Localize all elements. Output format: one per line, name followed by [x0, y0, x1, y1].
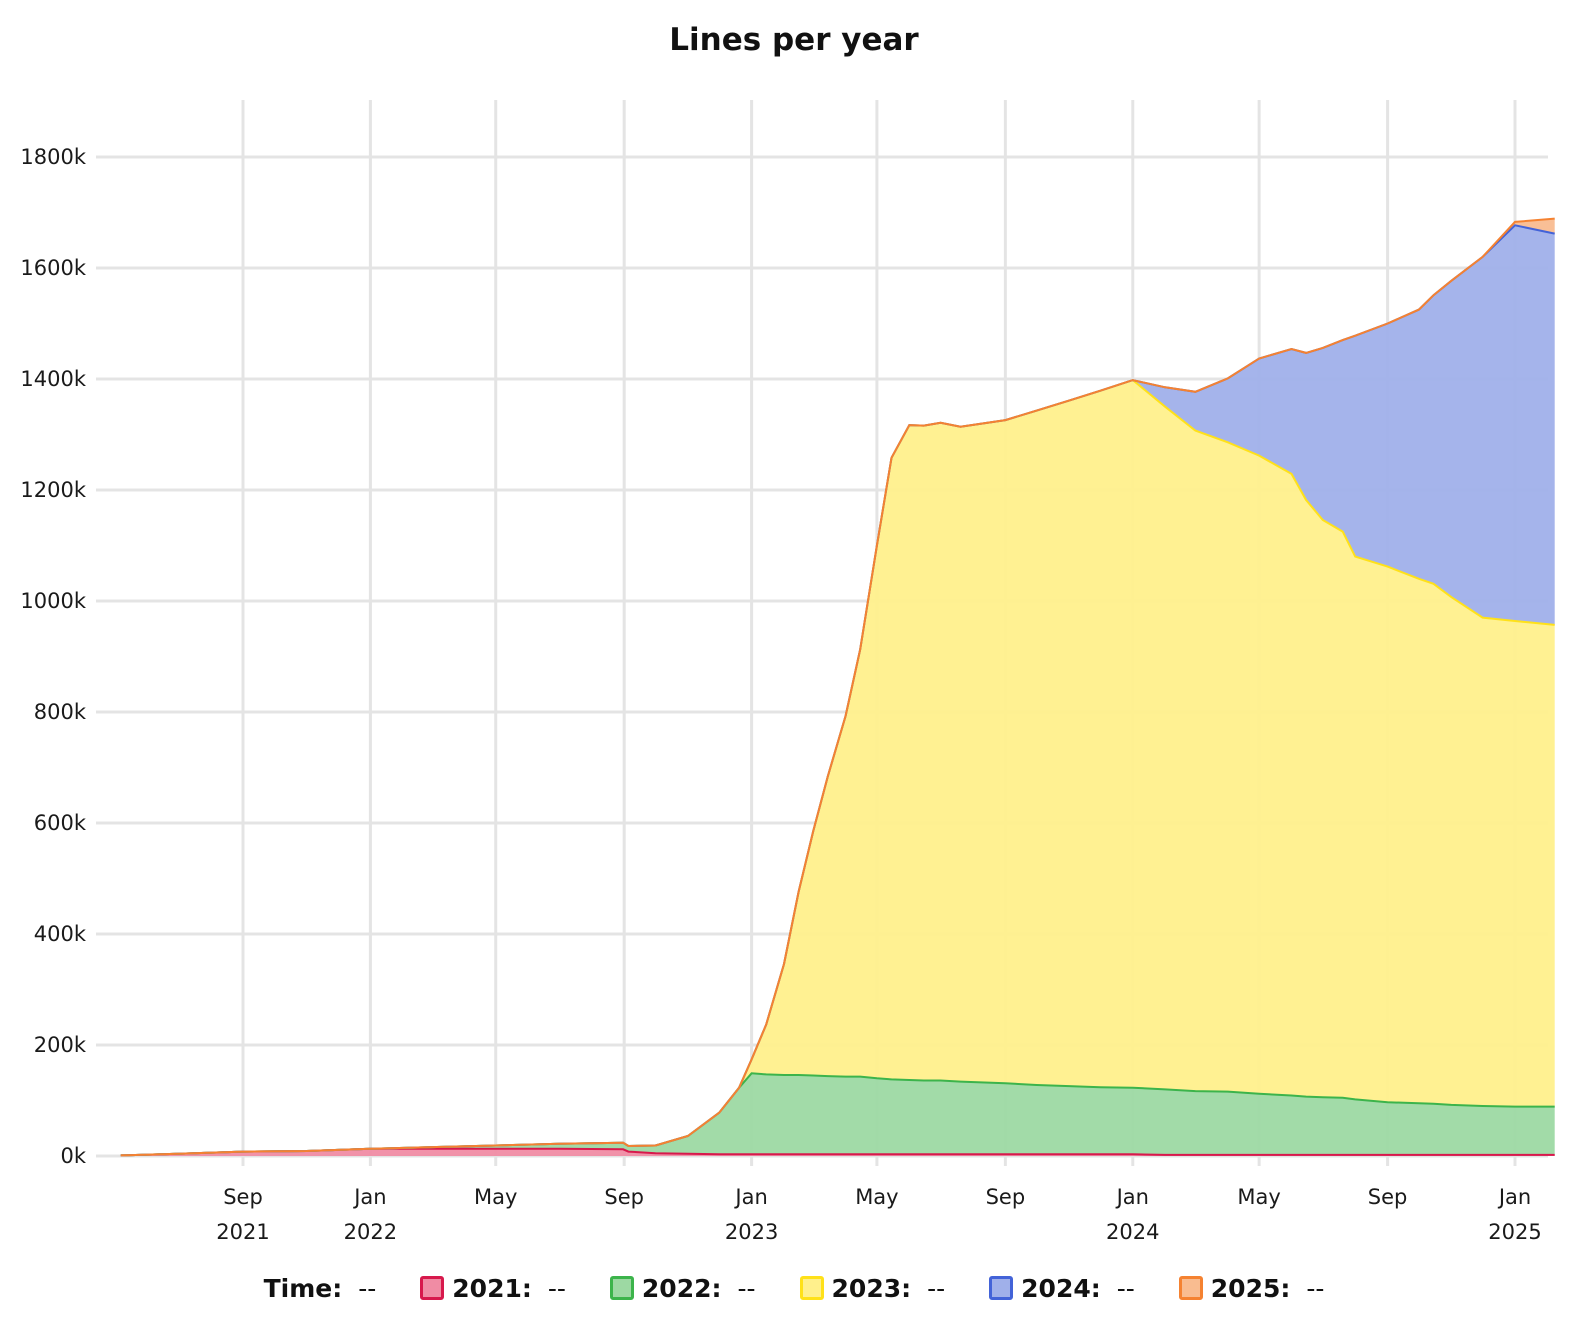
x-tick-label: May [1237, 1185, 1280, 1209]
legend-value-2021: -- [547, 1273, 566, 1303]
y-tick-label: 600k [34, 811, 87, 835]
y-tick-label: 0k [60, 1144, 86, 1168]
x-tick-label: Sep [604, 1185, 644, 1209]
y-tick-label: 200k [34, 1033, 87, 1057]
x-tick-label: Jan [1115, 1185, 1149, 1209]
legend-value-2023: -- [927, 1273, 946, 1303]
line-series-2025 [120, 217, 1555, 1157]
area-series-2023 [120, 380, 1555, 1156]
x-tick-label: Jan [352, 1185, 386, 1209]
legend-value-2022: -- [737, 1273, 756, 1303]
y-tick-label: 400k [34, 922, 87, 946]
chart-title: Lines per year [669, 22, 919, 58]
legend-time-label: Time: [263, 1273, 343, 1303]
legend-item-2025[interactable]: 2025: -- [1178, 1273, 1325, 1303]
x-tick-year-label: 2025 [1488, 1220, 1541, 1244]
y-tick-label: 1800k [20, 145, 86, 169]
area-series-2021 [120, 1148, 1555, 1156]
x-tick-label: Sep [223, 1185, 263, 1209]
y-tick-label: 1200k [20, 478, 86, 502]
x-tick-label: May [855, 1185, 898, 1209]
x-tick-year-label: 2021 [216, 1220, 269, 1244]
legend-swatch-2023 [799, 1276, 824, 1300]
x-tick-label: Sep [986, 1185, 1026, 1209]
legend-label-2022: 2022: [641, 1273, 722, 1303]
legend-swatch-2024 [989, 1276, 1014, 1300]
legend-label-2025: 2025: [1210, 1273, 1291, 1303]
y-tick-label: 1000k [20, 589, 86, 613]
x-tick-label: Sep [1368, 1185, 1408, 1209]
legend-swatch-2021 [420, 1276, 445, 1300]
legend-item-2021[interactable]: 2021: -- [420, 1274, 566, 1303]
legend-value-2025: -- [1306, 1273, 1325, 1303]
x-tick-label: Jan [1497, 1185, 1531, 1209]
x-tick-year-label: 2022 [344, 1220, 397, 1244]
legend-time-value: -- [358, 1273, 377, 1303]
legend-item-2024[interactable]: 2024: -- [989, 1274, 1135, 1303]
legend-label-2024: 2024: [1021, 1273, 1101, 1303]
line-series-2021 [120, 1147, 1555, 1157]
stacked-areas [120, 217, 1555, 1157]
legend-item-2023[interactable]: 2023: -- [799, 1273, 946, 1303]
x-tick-year-label: 2024 [1106, 1220, 1159, 1244]
y-axis-ticks: 0k 200k 400k 600k 800k 1000k 1200k 1400k 1600k 18… [20, 145, 86, 1168]
x-tick-label: May [474, 1185, 517, 1209]
legend-swatch-2025 [1178, 1276, 1203, 1300]
x-axis-ticks: Sep 2021 Jan 2022 May Sep Jan 2023 May Sep Jan 2024… [216, 1185, 1541, 1244]
legend-item-2022[interactable]: 2022: -- [609, 1273, 756, 1303]
legend-label-2021: 2021: [452, 1273, 532, 1303]
legend-time: Time: -- [264, 1274, 377, 1303]
y-tick-label: 800k [34, 700, 87, 724]
y-tick-label: 1600k [20, 256, 86, 280]
legend-swatch-2022 [609, 1276, 634, 1300]
area-series-2022 [120, 1073, 1555, 1156]
area-series-2024 [120, 225, 1555, 1156]
legend-value-2024: -- [1116, 1273, 1135, 1303]
legend: Time: -- 2021: -- 2022: -- 2023: -- 2024… [0, 1266, 1588, 1310]
y-tick-label: 1400k [20, 367, 86, 391]
x-tick-year-label: 2023 [725, 1220, 778, 1244]
x-tick-label: Jan [733, 1185, 767, 1209]
legend-label-2023: 2023: [831, 1273, 912, 1303]
